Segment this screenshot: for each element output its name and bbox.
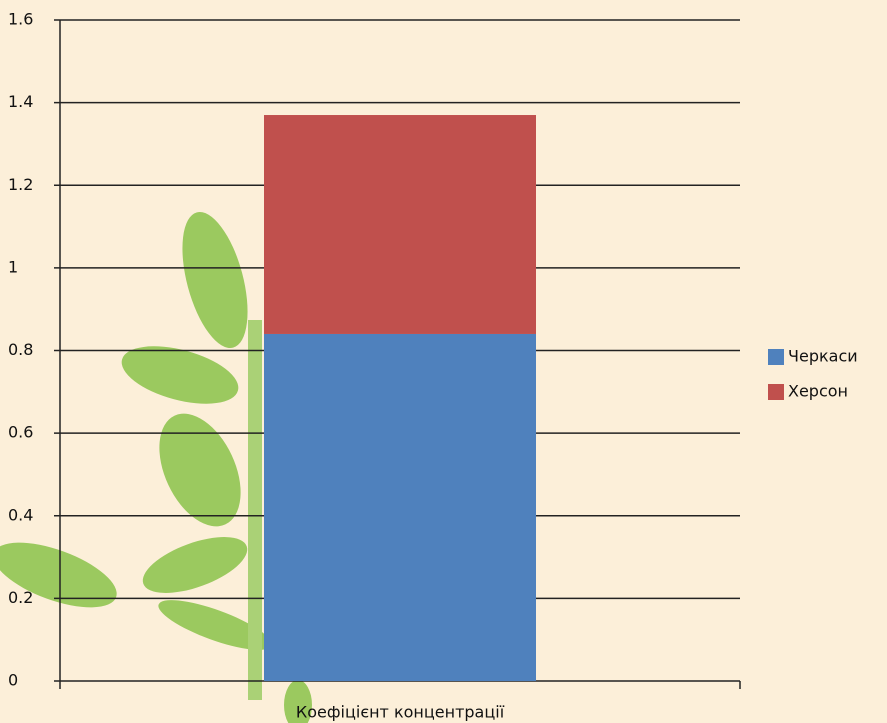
y-tick-label: 1.2 [8, 175, 33, 194]
bar-segment [264, 115, 536, 334]
y-tick-label: 0.2 [8, 588, 33, 607]
y-tick-label: 1 [8, 257, 18, 276]
legend-label: Херсон [788, 382, 848, 401]
y-tick-label: 0.8 [8, 340, 33, 359]
decoration [0, 211, 312, 723]
y-tick-label: 0 [8, 671, 18, 690]
y-tick-label: 1.6 [8, 10, 33, 29]
x-tick-label: Коефіцієнт концентрації [296, 703, 505, 722]
y-tick-label: 0.4 [8, 505, 33, 524]
legend-swatch [768, 349, 784, 365]
legend-swatch [768, 384, 784, 400]
legend-label: Черкаси [788, 347, 858, 366]
y-tick-label: 0.6 [8, 423, 33, 442]
bar-segment [264, 333, 536, 681]
y-tick-label: 1.4 [8, 92, 33, 111]
